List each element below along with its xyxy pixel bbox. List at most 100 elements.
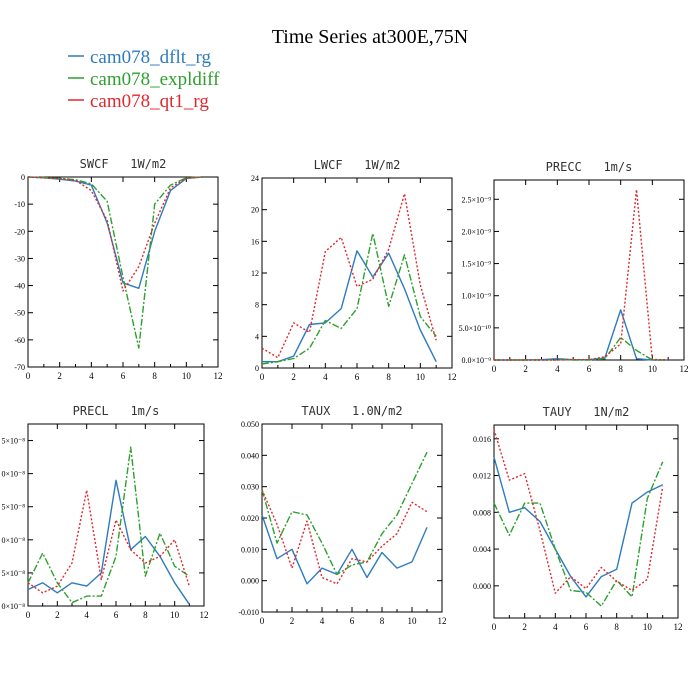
taux-y-tick-label: 0.000 <box>241 577 259 586</box>
tauy-x-tick-label: 0 <box>492 622 497 632</box>
precc-x-tick-label: 8 <box>618 364 623 374</box>
panels: SWCF 1W/m20 2 4 6 8 10 120-10-20-30-40-50-60-7… <box>1 157 688 632</box>
tauy-series-2 <box>493 461 664 607</box>
precc-plot-frame <box>493 179 685 361</box>
precc-x-tick-label: 2 <box>523 364 528 374</box>
precc-x-tick-label: 6 <box>587 364 592 374</box>
taux-y-tick-label: 0.050 <box>241 420 259 429</box>
tauy-x-tick-label: 12 <box>674 622 683 632</box>
taux-y-tick-label: 0.020 <box>241 514 259 523</box>
precc-x-tick-label: 10 <box>648 364 658 374</box>
swcf-y-tick-label: -70 <box>14 363 25 372</box>
precc-y-tick-label: 5.0×10⁻¹⁰ <box>459 324 491 333</box>
panel-precc: PRECC 1m/s 0 2 4 6 8 10 12 0.0×10⁻⁹ 5.0×10⁻¹⁰ 1.0×… <box>459 160 689 374</box>
panel-precl: PRECL 1m/s 0 2 4 6 8 10 12 0×10⁻⁸ 5×10⁻⁸ 0×10⁻⁸ 5×1… <box>1 404 208 620</box>
precl-y-tick-label: 5×10⁻⁸ <box>1 569 25 578</box>
precl-x-tick-label: 4 <box>84 610 89 620</box>
taux-series-1 <box>261 514 428 585</box>
taux-x-tick-label: 6 <box>350 616 355 626</box>
lwcf-y-tick-label: 24 <box>251 174 259 183</box>
precl-x-tick-label: 8 <box>143 610 148 620</box>
lwcf-series-1 <box>262 250 437 363</box>
tauy-plot-frame <box>493 424 679 619</box>
swcf-x-tick-label: 8 <box>152 371 157 381</box>
lwcf-y-tick-label: 4 <box>255 332 259 341</box>
precl-x-tick-label: 10 <box>170 610 180 620</box>
lwcf-x-tick-label: 4 <box>323 372 328 382</box>
precc-y-tick-label: 2.0×10⁻⁹ <box>461 227 491 236</box>
precl-x-tick-label: 12 <box>200 610 209 620</box>
precl-y-tick-label: 5×10⁻⁸ <box>1 503 25 512</box>
precc-x-tick-label: 12 <box>680 364 689 374</box>
swcf-x-tick-label: 12 <box>214 371 223 381</box>
precc-y-tick-label: 0.0×10⁻⁹ <box>461 356 491 365</box>
swcf-y-tick-label: -30 <box>14 254 25 263</box>
precc-x-tick-label: 4 <box>555 364 560 374</box>
precl-y-tick-label: 5×10⁻⁸ <box>1 437 25 446</box>
tauy-x-tick-label: 8 <box>614 622 619 632</box>
lwcf-x-tick-label: 8 <box>386 372 391 382</box>
swcf-x-tick-label: 10 <box>182 371 192 381</box>
tauy-y-tick-label: 0.016 <box>473 435 491 444</box>
taux-y-tick-label: -0.010 <box>238 608 259 617</box>
lwcf-x-tick-label: 2 <box>291 372 296 382</box>
lwcf-series-2 <box>261 232 437 365</box>
taux-x-tick-label: 8 <box>380 616 385 626</box>
tauy-x-tick-label: 4 <box>553 622 558 632</box>
tauy-series-3 <box>493 429 664 594</box>
precc-y-tick-label: 2.5×10⁻⁹ <box>461 195 491 204</box>
tauy-title: TAUY 1N/m2 <box>543 405 630 419</box>
swcf-x-tick-label: 0 <box>26 371 31 381</box>
tauy-x-tick-label: 10 <box>643 622 653 632</box>
precl-y-tick-label: 0×10⁻⁸ <box>1 470 25 479</box>
taux-y-tick-label: 0.040 <box>241 451 259 460</box>
panel-taux: TAUX 1.0N/m2 0 2 4 6 8 10 12 -0.010 0.000 0.010 0.0… <box>238 404 446 626</box>
precl-x-tick-label: 6 <box>114 610 119 620</box>
swcf-y-tick-label: -60 <box>14 336 25 345</box>
swcf-x-tick-label: 2 <box>57 371 62 381</box>
taux-y-tick-label: 0.010 <box>241 545 259 554</box>
taux-title: TAUX 1.0N/m2 <box>301 404 402 418</box>
swcf-y-tick-label: -20 <box>14 227 25 236</box>
tauy-y-tick-label: 0.008 <box>473 508 491 517</box>
precl-x-tick-label: 2 <box>55 610 60 620</box>
swcf-plot-frame <box>27 176 219 368</box>
precc-y-tick-label: 1.5×10⁻⁹ <box>461 260 491 269</box>
lwcf-x-tick-label: 6 <box>355 372 360 382</box>
taux-x-tick-label: 12 <box>438 616 447 626</box>
lwcf-y-tick-label: 0 <box>255 364 259 373</box>
swcf-x-tick-label: 6 <box>121 371 126 381</box>
swcf-y-tick-label: 0 <box>21 173 25 182</box>
tauy-y-tick-label: 0.004 <box>473 545 491 554</box>
taux-series-2 <box>261 451 428 576</box>
precl-plot-frame <box>27 423 205 607</box>
precl-series-2 <box>27 446 190 604</box>
lwcf-x-tick-label: 10 <box>416 372 426 382</box>
swcf-y-tick-label: -10 <box>14 200 25 209</box>
precc-series-2 <box>494 336 669 361</box>
lwcf-title: LWCF 1W/m2 <box>314 158 401 172</box>
legend: cam078_dflt_rg cam078_expldiff cam078_qt… <box>68 47 220 112</box>
taux-x-tick-label: 4 <box>320 616 325 626</box>
lwcf-y-tick-label: 16 <box>251 237 259 246</box>
tauy-x-tick-label: 6 <box>584 622 589 632</box>
precl-x-tick-label: 0 <box>26 610 31 620</box>
legend-label-expldiff: cam078_expldiff <box>90 69 220 90</box>
precl-series-1 <box>27 479 190 605</box>
precc-y-tick-label: 1.0×10⁻⁹ <box>461 292 491 301</box>
panel-swcf: SWCF 1W/m2 0 2 4 6 8 10 12 0 -10 -20 -30 -40 -50 -60 -7… <box>14 157 222 381</box>
swcf-series-2 <box>27 176 203 349</box>
taux-x-tick-label: 2 <box>290 616 295 626</box>
lwcf-series-3 <box>261 193 437 359</box>
tauy-series-1 <box>493 457 664 598</box>
lwcf-plot-frame <box>261 177 453 369</box>
figure-title: Time Series at300E,75N <box>272 26 468 48</box>
taux-x-tick-label: 10 <box>408 616 418 626</box>
lwcf-y-tick-label: 20 <box>251 206 259 215</box>
taux-series-3 <box>261 489 428 585</box>
lwcf-x-tick-label: 12 <box>448 372 457 382</box>
legend-label-dflt: cam078_dflt_rg <box>90 47 212 68</box>
precc-x-tick-label: 0 <box>492 364 497 374</box>
swcf-series-1 <box>27 176 203 289</box>
